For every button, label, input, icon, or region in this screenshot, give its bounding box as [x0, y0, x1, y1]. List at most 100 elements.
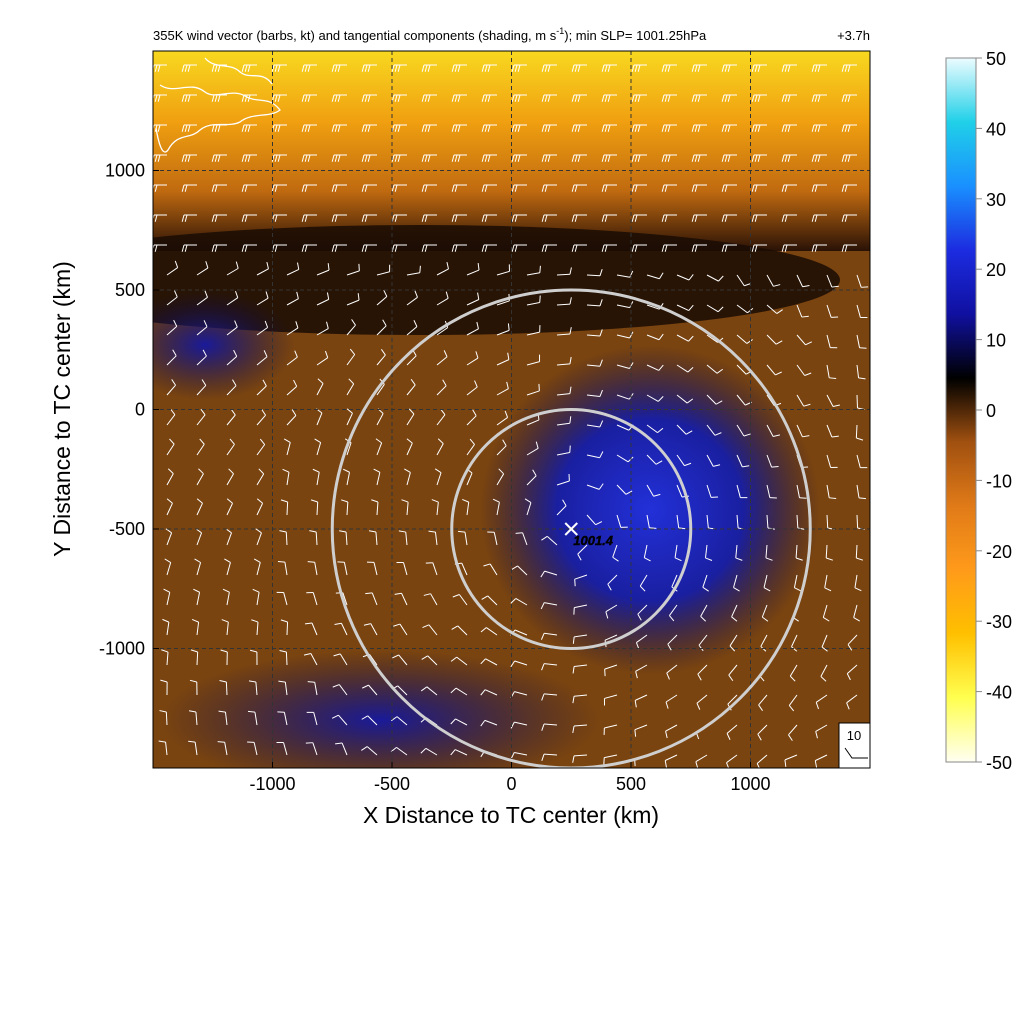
grid-lines	[153, 51, 870, 768]
wind-barb-flag	[511, 565, 518, 571]
wind-barb-flag	[307, 154, 311, 162]
wind-barb-flag	[161, 649, 169, 653]
wind-barb-flag	[211, 214, 215, 222]
wind-barb-flag	[572, 755, 575, 763]
wind-barb	[406, 502, 409, 516]
wind-barb-flag	[481, 244, 485, 252]
wind-barb	[765, 544, 768, 558]
wind-barb-flag	[577, 124, 581, 132]
wind-barb	[796, 394, 805, 407]
wind-barb-flag	[331, 124, 335, 132]
wind-barb-flag	[514, 64, 518, 72]
wind-barb-flag	[241, 154, 245, 162]
wind-barb	[726, 754, 738, 764]
wind-barb-flag	[274, 184, 278, 192]
wind-barb-flag	[181, 214, 185, 222]
wind-barb-flag	[664, 214, 668, 222]
wind-barb	[396, 716, 408, 726]
wind-barb-flag	[514, 94, 518, 102]
wind-barb-flag	[301, 94, 305, 102]
wind-barb	[616, 334, 630, 339]
wind-barb-flag	[361, 214, 365, 222]
wind-barb	[586, 364, 600, 367]
wind-barb-flag	[569, 267, 572, 275]
wind-barb	[166, 473, 174, 486]
wind-barb	[574, 634, 588, 638]
wind-barb	[375, 532, 378, 546]
colorbar-tick-label: -30	[986, 612, 1012, 632]
wind-barb-flag	[481, 154, 485, 162]
wind-barb-flag	[266, 261, 269, 269]
wind-barb	[406, 326, 418, 336]
wind-barb-flag	[342, 468, 350, 473]
wind-barb	[517, 565, 528, 576]
wind-barb-flag	[174, 290, 178, 298]
wind-barb	[586, 334, 600, 337]
wind-barb-flag	[391, 64, 395, 72]
wind-barb-flag	[241, 214, 245, 222]
wind-barb-flag	[541, 154, 545, 162]
wind-barb-flag	[394, 64, 398, 72]
wind-barb	[346, 354, 356, 366]
wind-barb	[496, 388, 509, 396]
wind-barb-flag	[724, 124, 728, 132]
wind-barb	[666, 664, 678, 674]
wind-barb-flag	[574, 184, 578, 192]
wind-barb-flag	[831, 285, 839, 288]
wind-barb-flag	[458, 530, 466, 533]
wind-barb-flag	[510, 660, 516, 668]
wind-barb-flag	[804, 372, 812, 376]
wind-barb-flag	[450, 749, 456, 756]
wind-barb-flag	[773, 284, 781, 287]
y-tick-label: -500	[109, 519, 145, 539]
wind-barb-flag	[631, 94, 635, 102]
wind-barb-flag	[532, 469, 537, 477]
y-tick-label: 1000	[105, 161, 145, 181]
wind-barb	[556, 273, 571, 276]
wind-barb-flag	[187, 154, 191, 162]
wind-barb-flag	[601, 154, 605, 162]
y-axis-label: Y Distance to TC center (km)	[49, 261, 75, 557]
wind-barb	[484, 719, 498, 726]
wind-barb	[556, 363, 570, 366]
wind-barb	[466, 415, 477, 426]
wind-barb-flag	[217, 154, 221, 162]
wind-barb-flag	[604, 124, 608, 132]
wind-barb-flag	[309, 530, 317, 533]
wind-barb-flag	[421, 655, 429, 660]
wind-barb	[436, 414, 446, 426]
wind-barb	[464, 532, 468, 546]
wind-barb-flag	[421, 214, 425, 222]
wind-barb-flag	[688, 274, 694, 281]
wind-barb-flag	[274, 154, 278, 162]
wind-barb	[256, 473, 265, 486]
wind-barb	[616, 454, 629, 463]
wind-barb-flag	[314, 438, 321, 443]
storm-center-marker	[564, 522, 578, 536]
wind-barb-flag	[541, 535, 548, 541]
wind-barb	[466, 299, 479, 306]
wind-barb	[586, 424, 600, 428]
wind-barb-flag	[510, 598, 517, 604]
wind-barb-flag	[184, 94, 188, 102]
wind-barb	[706, 454, 714, 467]
wind-barb-flag	[601, 64, 605, 72]
wind-barb-flag	[735, 557, 743, 561]
wind-barb	[493, 532, 498, 546]
wind-barb-flag	[164, 558, 171, 563]
wind-barb	[676, 274, 690, 281]
wind-barb	[646, 424, 658, 434]
wind-barb-flag	[334, 154, 338, 162]
wind-barb	[466, 472, 473, 486]
wind-barb-flag	[847, 644, 853, 651]
wind-barb-flag	[440, 408, 446, 416]
wind-barb-flag	[631, 214, 635, 222]
wind-barb-flag	[278, 680, 286, 683]
wind-barb-flag	[844, 64, 848, 72]
wind-barb	[574, 694, 588, 697]
wind-barb-flag	[174, 260, 179, 268]
wind-barb-flag	[484, 154, 488, 162]
wind-barb-flag	[428, 530, 436, 533]
wind-barb-flag	[751, 214, 755, 222]
wind-barb-flag	[244, 124, 248, 132]
